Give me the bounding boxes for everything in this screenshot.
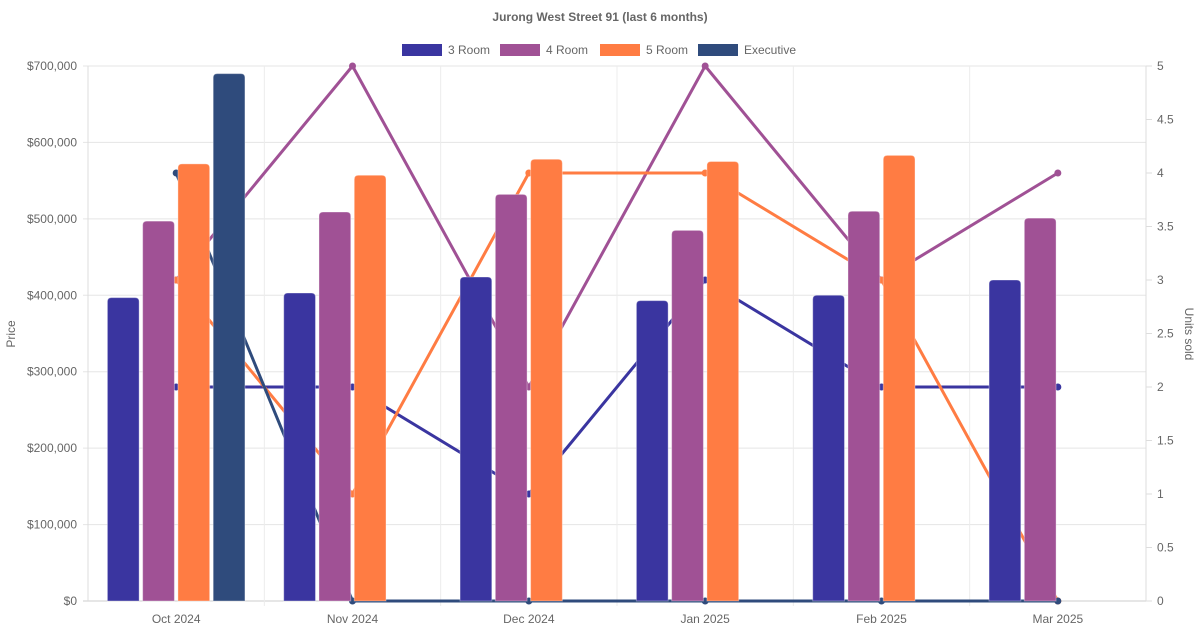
units-point [525, 597, 533, 605]
y-axis-title: Price [4, 320, 18, 348]
x-tick-label: Dec 2024 [503, 612, 555, 626]
x-tick-label: Mar 2025 [1032, 612, 1083, 626]
units-point [701, 597, 709, 605]
y2-tick-label: 2 [1157, 380, 1164, 394]
price-bar-executive [212, 73, 246, 602]
units-point [701, 276, 709, 284]
units-point [701, 169, 709, 177]
price-bar-5-room [177, 163, 211, 602]
legend-swatch-3-room [402, 44, 442, 56]
chart-title: Jurong West Street 91 (last 6 months) [492, 10, 707, 24]
y-tick-label: $600,000 [27, 135, 77, 149]
legend-label: 4 Room [546, 43, 588, 57]
units-point [172, 383, 180, 391]
units-point [1054, 383, 1062, 391]
price-bar-3-room [283, 292, 316, 602]
price-bar-4-room [847, 210, 881, 602]
units-point [878, 383, 885, 391]
units-point [349, 383, 356, 391]
units-point [1054, 169, 1062, 177]
legend-swatch-executive [698, 44, 738, 56]
units-point [349, 62, 356, 70]
units-point [525, 490, 533, 498]
x-tick-label: Jan 2025 [680, 612, 730, 626]
y2-tick-label: 4 [1157, 166, 1164, 180]
units-point [172, 169, 180, 177]
legend-swatch-4-room [500, 44, 540, 56]
y2-tick-label: 0 [1157, 594, 1164, 608]
units-point [172, 276, 180, 284]
price-bar-3-room [812, 294, 845, 602]
price-bar-5-room [530, 158, 563, 602]
x-tick-label: Nov 2024 [327, 612, 379, 626]
gridlines [83, 65, 1147, 606]
price-bar-4-room [494, 193, 528, 602]
units-point [1054, 597, 1062, 605]
price-bar-5-room [706, 161, 740, 602]
y-axis-right: 0 0.5 1 1.5 2 2.5 3 3.5 4 4.5 5 [1146, 59, 1174, 608]
y2-tick-label: 1.5 [1157, 434, 1174, 448]
y-axis-left: $0 $100,000 $200,000 $300,000 $400,000 $500,0… [27, 59, 77, 608]
price-bar-3-room [635, 300, 669, 602]
legend-label: 3 Room [448, 43, 490, 57]
y2-tick-label: 0.5 [1157, 541, 1174, 555]
units-point [878, 276, 885, 284]
price-bar-4-room [142, 220, 175, 602]
price-bar-4-room [671, 229, 704, 602]
units-point [878, 597, 885, 605]
price-bar-4-room [1023, 217, 1057, 602]
y2-tick-label: 5 [1157, 59, 1164, 73]
y2-tick-label: 1 [1157, 487, 1164, 501]
price-bar-5-room [353, 174, 387, 602]
y-tick-label: $200,000 [27, 441, 77, 455]
price-bar-3-room [106, 297, 140, 602]
x-tick-label: Feb 2025 [856, 612, 907, 626]
price-bar-4-room [318, 211, 352, 602]
y2-tick-label: 3.5 [1157, 220, 1174, 234]
y-tick-label: $700,000 [27, 59, 77, 73]
price-bar-3-room [459, 276, 493, 602]
price-bar-3-room [988, 279, 1022, 602]
units-point [701, 62, 709, 70]
y2-tick-label: 3 [1157, 273, 1164, 287]
price-bar-5-room [882, 154, 916, 602]
x-axis: Oct 2024 Nov 2024 Dec 2024 Jan 2025 Feb 2025… [152, 612, 1084, 626]
units-point [349, 490, 356, 498]
units-point [349, 597, 356, 605]
units-point [525, 383, 533, 391]
units-point [525, 169, 533, 177]
legend-swatch-5-room [600, 44, 640, 56]
y-tick-label: $300,000 [27, 365, 77, 379]
y2-axis-title: Units sold [1182, 308, 1196, 361]
legend-label: 5 Room [646, 43, 688, 57]
y-tick-label: $100,000 [27, 518, 77, 532]
x-tick-label: Oct 2024 [152, 612, 201, 626]
y2-tick-label: 4.5 [1157, 113, 1174, 127]
y2-tick-label: 2.5 [1157, 327, 1174, 341]
price-bars [106, 73, 1057, 602]
legend: 3 Room 4 Room 5 Room Executive [402, 43, 796, 57]
legend-label: Executive [744, 43, 796, 57]
y-tick-label: $400,000 [27, 288, 77, 302]
y-tick-label: $500,000 [27, 212, 77, 226]
y-tick-label: $0 [64, 594, 78, 608]
